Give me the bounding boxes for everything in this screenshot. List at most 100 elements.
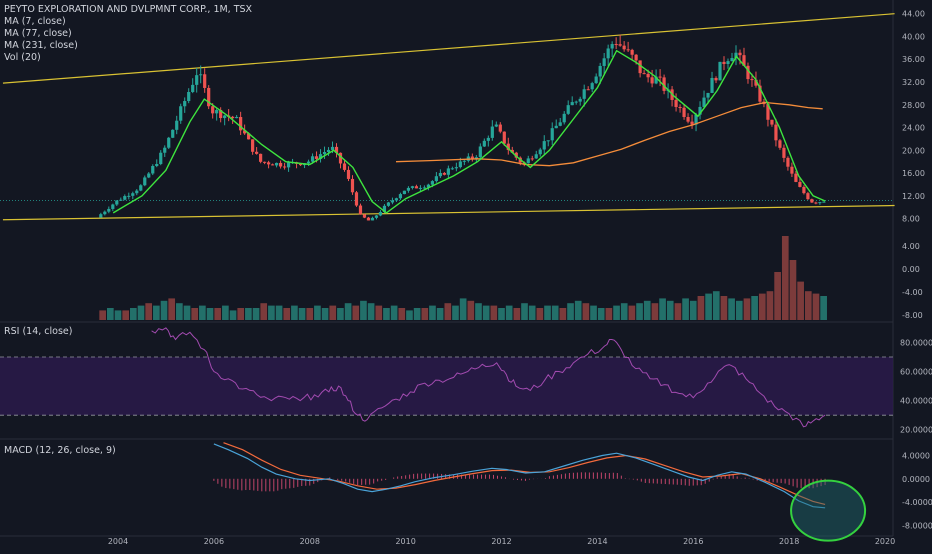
candle-body (662, 77, 666, 91)
volume-bar (383, 308, 390, 320)
volume-bar (214, 308, 222, 320)
volume-bar (498, 308, 505, 320)
price-axis-tick-label: 0.00 (902, 265, 920, 274)
candle-body (686, 117, 690, 122)
candle-body (326, 149, 331, 153)
x-axis-tick-label: 2008 (300, 537, 320, 546)
candle-body (207, 87, 211, 107)
macd-axis-tick-label: -8.0000 (902, 521, 932, 530)
candle-body (454, 167, 458, 169)
volume-bar (291, 305, 298, 320)
volume-bar (781, 236, 789, 320)
candle-body (127, 195, 131, 197)
volume-bar (153, 305, 160, 320)
candle-body (155, 163, 159, 166)
candle-body (306, 161, 311, 164)
volume-bar (421, 308, 429, 320)
candle-body (259, 153, 263, 162)
candle-body (614, 44, 618, 46)
volume-bar (797, 281, 804, 320)
candle-body (814, 202, 818, 204)
price-axis-tick-label: 44.00 (902, 10, 925, 19)
candle-body (410, 186, 415, 188)
candle-body (167, 137, 171, 148)
volume-bar (651, 303, 659, 320)
indicator-ma7-label[interactable]: MA (7, close) (4, 16, 66, 27)
candle-body (398, 194, 403, 199)
candle-body (734, 52, 738, 58)
macd-pane-label[interactable]: MACD (12, 26, close, 9) (4, 445, 116, 456)
volume-bar (413, 308, 421, 320)
rsi-band (0, 357, 893, 416)
volume-bar (582, 303, 590, 320)
volume-bar (812, 293, 820, 320)
upper-trendline (2, 13, 895, 84)
candle-body (530, 158, 534, 160)
candle-body (674, 99, 678, 107)
volume-bar (206, 308, 214, 320)
candle-body (582, 89, 586, 99)
candle-body (139, 185, 143, 191)
indicator-ma231-label[interactable]: MA (231, close) (4, 40, 78, 51)
candle-body (782, 147, 786, 158)
x-axis-tick-label: 2006 (204, 537, 224, 546)
candle-body (742, 55, 746, 66)
volume-bar (597, 308, 605, 320)
volume-bar (398, 308, 406, 320)
candle-body (750, 79, 754, 81)
candle-body (622, 45, 626, 50)
candle-body (263, 161, 267, 163)
volume-bar (245, 308, 252, 320)
volume-bar (605, 308, 613, 320)
price-axis-tick-label: 4.00 (902, 242, 920, 251)
candle-body (598, 65, 602, 77)
candle-body (602, 58, 606, 66)
volume-bar (789, 260, 797, 320)
macd-axis-tick-label: 4.0000 (902, 452, 930, 461)
candle-body (690, 121, 694, 125)
candle-body (710, 77, 714, 93)
volume-bar (475, 303, 482, 320)
candle-body (718, 61, 722, 81)
candle-body (274, 162, 279, 166)
candle-body (634, 54, 638, 61)
volume-bar (659, 298, 666, 320)
candle-body (722, 61, 726, 64)
candle-body (554, 125, 558, 129)
candle-body (474, 157, 478, 159)
candle-body (586, 89, 590, 91)
candle-body (171, 129, 175, 138)
candle-body (370, 217, 375, 221)
volume-bar (620, 303, 628, 320)
volume-bar (229, 310, 237, 320)
rsi-axis-tick-label: 20.0000 (900, 426, 932, 435)
candle-body (418, 187, 423, 189)
ma7-line (112, 49, 826, 214)
price-axis-tick-label: 32.00 (902, 78, 925, 87)
candle-body (187, 91, 191, 102)
candle-body (654, 76, 658, 84)
candle-body (822, 201, 826, 203)
candle-body (203, 74, 207, 88)
candle-body (574, 101, 578, 103)
candle-body (123, 196, 127, 200)
indicator-ma77-label[interactable]: MA (77, close) (4, 28, 72, 39)
candle-body (714, 77, 718, 81)
volume-bar (613, 305, 620, 320)
indicator-vol-label[interactable]: Vol (20) (4, 52, 41, 63)
candle-body (362, 214, 367, 218)
candle-body (650, 77, 654, 84)
candle-body (706, 92, 710, 98)
rsi-pane-label[interactable]: RSI (14, close) (4, 326, 73, 337)
candle-body (498, 124, 502, 132)
volume-bar (513, 308, 521, 320)
macd-line (213, 443, 826, 509)
volume-bar (804, 291, 812, 320)
candle-body (346, 169, 351, 179)
candle-body (119, 199, 123, 201)
price-axis-tick-label: 36.00 (902, 55, 925, 64)
candle-body (638, 60, 642, 74)
candle-body (366, 217, 371, 221)
candle-body (542, 141, 546, 150)
